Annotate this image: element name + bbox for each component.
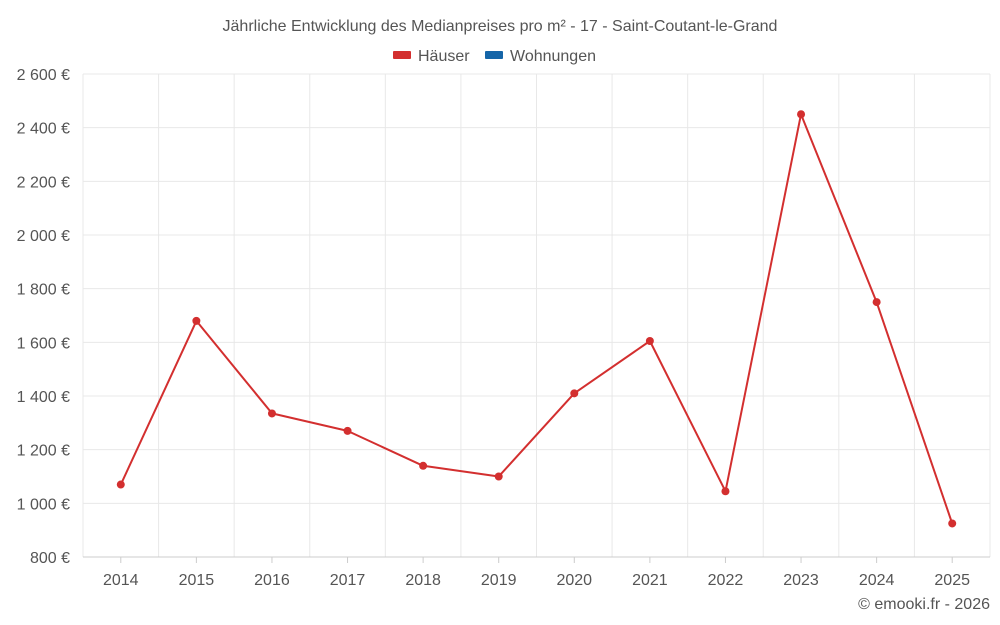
x-axis: 2014 2015 2016 2017 2018 2019 2020 2021 2022 2023… [83,556,990,589]
y-axis: 800 € 1 000 € 1 200 € 1 400 € 1 600 € 1 800 €… [17,67,70,567]
y-tick-label: 1 800 € [17,282,70,299]
series-line-hauser [119,113,954,524]
x-tick-label: 2023 [783,572,819,589]
data-point-2021[interactable] [645,336,654,345]
x-tick-label: 2025 [934,572,970,589]
data-point-2025[interactable] [948,519,957,528]
legend-item-wohnungen[interactable]: Wohnungen [485,48,596,65]
legend: Häuser Wohnungen [393,48,596,65]
legend-swatch-wohnungen [485,51,503,59]
credit-text: © emooki.fr - 2026 [858,596,990,613]
data-point-2018[interactable] [419,461,428,470]
x-tick-label: 2022 [708,572,744,589]
chart-title: Jährliche Entwicklung des Medianpreises … [223,18,778,35]
legend-label-hauser: Häuser [418,48,470,65]
legend-label-wohnungen: Wohnungen [510,48,596,65]
data-point-2023[interactable] [797,110,806,119]
legend-swatch-hauser [393,51,411,59]
x-tick-label: 2019 [481,572,517,589]
data-point-2019[interactable] [494,472,503,481]
x-tick-label: 2018 [405,572,441,589]
data-point-2015[interactable] [192,316,201,325]
y-tick-label: 800 € [30,550,70,567]
y-tick-label: 1 600 € [17,335,70,352]
y-tick-label: 2 200 € [17,174,70,191]
y-tick-label: 1 200 € [17,443,70,460]
x-tick-label: 2015 [179,572,215,589]
x-tick-label: 2016 [254,572,290,589]
x-tick-label: 2024 [859,572,895,589]
x-tick-label: 2021 [632,572,668,589]
y-tick-label: 1 400 € [17,389,70,406]
data-point-2024[interactable] [872,298,881,307]
data-point-2016[interactable] [267,409,276,418]
grid-layer [82,73,991,558]
y-tick-label: 2 400 € [17,121,70,138]
data-point-2020[interactable] [570,389,579,398]
y-tick-label: 2 600 € [17,67,70,84]
y-tick-label: 1 000 € [17,496,70,513]
data-point-2022[interactable] [721,487,730,496]
series-layer [116,110,957,528]
data-point-2014[interactable] [116,480,125,489]
data-point-2017[interactable] [343,426,352,435]
legend-item-hauser[interactable]: Häuser [393,48,470,65]
y-tick-label: 2 000 € [17,228,70,245]
x-tick-label: 2017 [330,572,366,589]
x-tick-label: 2014 [103,572,139,589]
x-tick-label: 2020 [556,572,592,589]
